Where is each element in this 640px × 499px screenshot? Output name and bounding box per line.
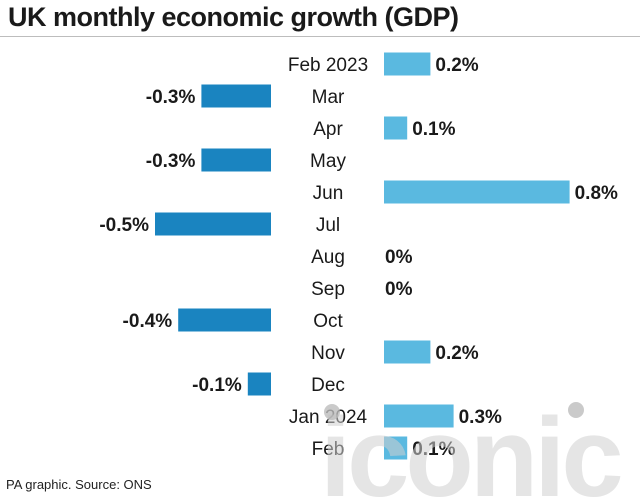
bar-apr [384, 116, 408, 140]
value-label-aug: 0% [385, 247, 413, 268]
bar-feb-2023 [384, 52, 431, 76]
value-label-mar: -0.3% [146, 87, 196, 108]
category-label-nov: Nov [311, 343, 345, 364]
category-label-aug: Aug [311, 247, 345, 268]
value-label-dec: -0.1% [192, 375, 242, 396]
bars-group [155, 52, 570, 460]
category-label-mar: Mar [312, 87, 345, 108]
category-label-may: May [310, 151, 346, 172]
value-label-nov: 0.2% [435, 343, 478, 364]
bar-jan-2024 [384, 404, 454, 428]
category-label-jul: Jul [316, 215, 340, 236]
value-label-jun: 0.8% [575, 183, 618, 204]
bar-feb [384, 436, 408, 460]
bar-jul [155, 212, 271, 236]
bar-may [201, 148, 271, 172]
bar-mar [201, 84, 271, 108]
value-labels: 0.2% -0.3% 0.1% -0.3% 0.8% -0.5% 0% 0% -0.4% 0.2%… [99, 55, 618, 460]
category-label-dec: Dec [311, 375, 345, 396]
value-label-feb-2023: 0.2% [435, 55, 478, 76]
value-label-feb: 0.1% [412, 439, 455, 460]
category-label-jan-2024: Jan 2024 [289, 407, 368, 428]
category-label-oct: Oct [313, 311, 343, 332]
value-label-jul: -0.5% [99, 215, 149, 236]
category-label-feb: Feb [312, 439, 345, 460]
category-label-apr: Apr [313, 119, 343, 140]
value-label-jan-2024: 0.3% [459, 407, 502, 428]
value-label-may: -0.3% [146, 151, 196, 172]
value-label-oct: -0.4% [123, 311, 173, 332]
bar-dec [247, 372, 271, 396]
category-label-sep: Sep [311, 279, 345, 300]
bar-oct [178, 308, 271, 332]
value-label-sep: 0% [385, 279, 413, 300]
source-note: PA graphic. Source: ONS [6, 477, 152, 492]
title-divider [0, 36, 640, 37]
bar-nov [384, 340, 431, 364]
chart-title: UK monthly economic growth (GDP) [8, 2, 459, 32]
value-label-apr: 0.1% [412, 119, 455, 140]
category-label-jun: Jun [313, 183, 344, 204]
bar-jun [384, 180, 570, 204]
category-labels: Feb 2023 Mar Apr May Jun Jul Aug Sep Oct Nov Dec Ja… [288, 55, 368, 460]
category-label-feb-2023: Feb 2023 [288, 55, 368, 76]
